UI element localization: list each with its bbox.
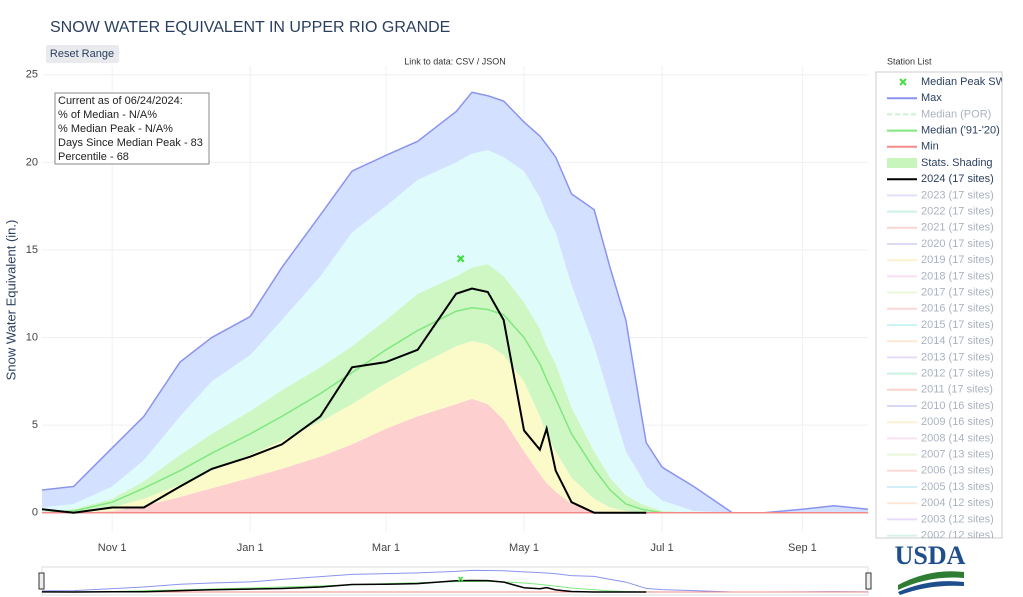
series-line <box>42 91 868 514</box>
legend-label[interactable]: 2013 (17 sites) <box>921 351 994 363</box>
range-handle[interactable] <box>38 572 45 590</box>
y-tick-label: 0 <box>32 507 38 519</box>
legend-label[interactable]: 2010 (16 sites) <box>921 400 994 412</box>
annotation-box <box>54 92 210 165</box>
legend-label[interactable]: 2005 (13 sites) <box>921 481 994 493</box>
legend-label[interactable]: 2021 (17 sites) <box>921 222 994 234</box>
legend-label[interactable]: 2002 (12 sites) <box>921 530 994 542</box>
series-line <box>42 287 647 514</box>
data-link[interactable]: Link to data: CSV / JSON <box>404 56 506 66</box>
legend-label[interactable]: 2009 (16 sites) <box>921 416 994 428</box>
x-tick-label: May 1 <box>509 542 539 554</box>
legend-marker <box>899 78 907 86</box>
legend-label[interactable]: 2014 (17 sites) <box>921 335 994 347</box>
x-tick-label: Sep 1 <box>788 542 817 554</box>
median-peak-marker <box>456 254 465 263</box>
usda-logo: USDA <box>895 541 966 595</box>
legend-label[interactable]: 2012 (17 sites) <box>921 368 994 380</box>
legend-label[interactable]: Median (POR) <box>921 108 991 120</box>
y-tick-label: 25 <box>26 69 38 81</box>
legend-label[interactable]: 2024 (17 sites) <box>921 173 994 185</box>
y-tick-label: 15 <box>26 244 38 256</box>
annotation-line: % Median Peak - N/A% <box>58 123 173 135</box>
stats-band <box>42 341 868 513</box>
legend-label[interactable]: 2022 (17 sites) <box>921 206 994 218</box>
legend-label[interactable]: 2019 (17 sites) <box>921 254 994 266</box>
legend-label[interactable]: 2003 (12 sites) <box>921 513 994 525</box>
legend-label[interactable]: 2016 (17 sites) <box>921 303 994 315</box>
legend-label[interactable]: 2004 (12 sites) <box>921 497 994 509</box>
x-tick-label: Mar 1 <box>372 542 400 554</box>
range-slider[interactable] <box>38 566 872 596</box>
legend-box <box>875 71 1003 539</box>
y-axis-title: Snow Water Equivalent (in.) <box>3 220 18 381</box>
legend-label[interactable]: 2018 (17 sites) <box>921 270 994 282</box>
legend-label[interactable]: 2006 (13 sites) <box>921 465 994 477</box>
x-tick-label: Nov 1 <box>98 542 127 554</box>
series-layer <box>42 91 868 514</box>
plot-area: 0 5 10 15 20 25 Nov 1 Jan 1 Mar 1 May 1 Jul 1 Sep 1… <box>26 66 868 554</box>
legend-label[interactable]: 2020 (17 sites) <box>921 238 994 250</box>
legend-label[interactable]: 2008 (14 sites) <box>921 432 994 444</box>
legend-label[interactable]: 2023 (17 sites) <box>921 189 994 201</box>
annotation-line: Days Since Median Peak - 83 <box>58 137 203 149</box>
legend-label[interactable]: 2007 (13 sites) <box>921 449 994 461</box>
legend-label[interactable]: Min <box>921 141 939 153</box>
x-tick-label: Jan 1 <box>237 542 264 554</box>
stats-band <box>42 92 868 513</box>
stats-band <box>42 263 868 513</box>
series-line <box>41 579 647 593</box>
legend-swatch <box>887 158 917 168</box>
reset-button[interactable] <box>46 45 119 63</box>
legend-label[interactable]: Stats. Shading <box>921 157 993 169</box>
legend: Median Peak SWE Max Median (POR) Median ('9… <box>887 76 1013 542</box>
legend-label[interactable]: Max <box>921 92 942 104</box>
legend-label[interactable]: 2015 (17 sites) <box>921 319 994 331</box>
median-peak-marker <box>458 576 464 582</box>
reset-button-label[interactable]: Reset Range <box>50 48 114 60</box>
stats-band <box>42 150 868 513</box>
legend-title: Station List <box>887 56 932 66</box>
legend-label[interactable]: Median Peak SWE <box>921 76 1013 88</box>
annotation-line: Percentile - 68 <box>58 151 129 163</box>
logo-swoosh <box>898 571 964 590</box>
logo-swoosh <box>898 581 964 595</box>
y-tick-label: 10 <box>26 331 38 343</box>
legend-label[interactable]: 2017 (17 sites) <box>921 287 994 299</box>
annotation-line: Current as of 06/24/2024: <box>58 95 183 107</box>
range-handle[interactable] <box>865 572 872 590</box>
x-tick-label: Jul 1 <box>650 542 673 554</box>
y-tick-label: 20 <box>26 156 38 168</box>
series-line <box>41 569 869 593</box>
legend-label[interactable]: 2011 (17 sites) <box>921 384 993 396</box>
legend-label[interactable]: Median ('91-'20) <box>921 125 1000 137</box>
logo-text: USDA <box>895 541 966 570</box>
y-tick-label: 5 <box>32 419 38 431</box>
annotation-line: % of Median - N/A% <box>58 109 157 121</box>
chart-title: SNOW WATER EQUIVALENT IN UPPER RIO GRAND… <box>50 19 450 36</box>
stats-band <box>42 398 868 513</box>
